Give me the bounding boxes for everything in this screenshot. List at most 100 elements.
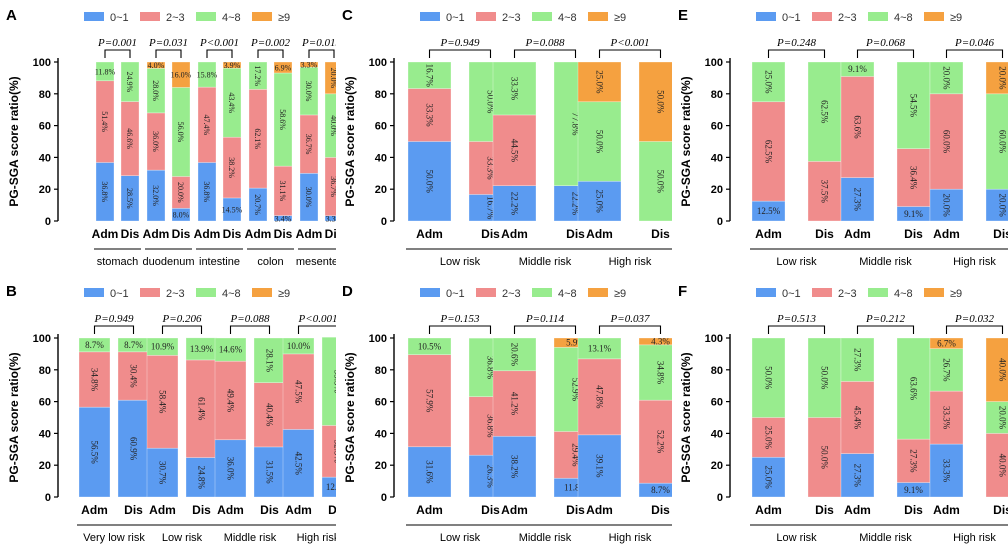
panel-B-bar-3-adm-seg-0 bbox=[282, 429, 315, 498]
panel-C-significance-bracket bbox=[513, 49, 577, 58]
panel-A-data-label: 58.6% bbox=[278, 109, 287, 130]
panel-A-data-label: 20.7% bbox=[253, 194, 262, 215]
panel-F-legend-swatch-1 bbox=[812, 288, 832, 297]
panel-B-data-label: 34.8% bbox=[90, 368, 100, 392]
panel-F-bar-2-adm-seg-2 bbox=[929, 348, 964, 392]
panel-A-data-label: 47.4% bbox=[202, 114, 211, 135]
panel-D-letter: D bbox=[342, 283, 353, 300]
panel-C-bar-2-adm-seg-3 bbox=[577, 61, 622, 103]
panel-F-y-tick-label: 40 bbox=[711, 428, 723, 440]
panel-B-significance-bracket bbox=[229, 325, 271, 334]
panel-F-data-label: 50.0% bbox=[764, 366, 774, 390]
panel-A-bar-label: Dis bbox=[121, 227, 140, 241]
panel-A-bar-3-dis-seg-3 bbox=[273, 61, 293, 74]
panel-D-bar-2-adm-seg-1 bbox=[577, 358, 622, 436]
panel-E-significance-bracket bbox=[856, 49, 915, 58]
panel-E-letter: E bbox=[678, 7, 688, 24]
panel-D-data-label: 36.8% bbox=[486, 356, 496, 380]
panel-E-y-tick-label: 0 bbox=[717, 216, 723, 228]
panel-E-legend-swatch-2 bbox=[868, 12, 888, 21]
panel-F-bar-0-dis-seg-2 bbox=[807, 337, 842, 418]
panel-B-bar-label: Adm bbox=[217, 503, 244, 517]
panel-A-data-label: 36.8% bbox=[202, 181, 211, 202]
panel-F-chart: F 0~1 2~3 4~8 ≥9 PG-SGA score ratio(%) 0 20 40 60… bbox=[678, 283, 1008, 544]
panel-A-bar-1-adm-seg-3 bbox=[146, 61, 166, 69]
panel-F-data-label: 27.3% bbox=[853, 348, 863, 372]
panel-C-bar-label: Dis bbox=[481, 227, 500, 241]
panel-D-legend-swatch-0 bbox=[420, 288, 440, 297]
panel-F-bar-1-adm-seg-2 bbox=[840, 337, 875, 382]
panel-D-data-label: 39.1% bbox=[595, 454, 605, 478]
panel-B-data-label: 10.0% bbox=[287, 341, 311, 351]
panel-C-data-label: 22.2% bbox=[571, 192, 581, 216]
panel-F-legend-swatch-3 bbox=[924, 288, 944, 297]
panel-C-group-name: Middle risk bbox=[519, 256, 572, 268]
panel-E-p-value: P=0.068 bbox=[865, 37, 905, 49]
panel-C-legend-label-2: 4~8 bbox=[558, 12, 577, 24]
panel-C-legend-swatch-2 bbox=[532, 12, 552, 21]
panel-C-bar-0-adm-seg-0 bbox=[407, 141, 452, 222]
panel-A-p-value: P=0.015 bbox=[301, 37, 336, 49]
panel-D-bar-label: Adm bbox=[586, 503, 613, 517]
panel-A-bar-label: Adm bbox=[143, 227, 170, 241]
panel-A-bar-0-adm-seg-2 bbox=[95, 61, 115, 82]
panel-A-data-label: 8.0% bbox=[173, 211, 190, 220]
panel-F-group-name: Middle risk bbox=[859, 532, 912, 544]
panel-E-p-value: P=0.046 bbox=[954, 37, 994, 49]
panel-A-bar-label: Dis bbox=[223, 227, 242, 241]
panel-D-p-value: P=0.037 bbox=[610, 313, 650, 325]
panel-E-bar-1-adm-seg-2 bbox=[840, 61, 875, 77]
panel-D-significance-bracket bbox=[598, 325, 662, 334]
panel-C-data-label: 50.0% bbox=[595, 130, 605, 154]
panel-D-data-label: 10.5% bbox=[418, 341, 442, 351]
panel-A-data-label: 4.0% bbox=[148, 61, 165, 70]
panel-B-y-tick-label: 60 bbox=[39, 397, 51, 409]
panel-A-data-label: 17.2% bbox=[253, 65, 262, 86]
panel-E-data-label: 54.5% bbox=[909, 94, 919, 118]
panel-F-significance-bracket bbox=[945, 325, 1004, 334]
panel-F-bar-label: Dis bbox=[904, 503, 923, 517]
panel-A-data-label: 20.0% bbox=[329, 68, 336, 89]
panel-B-bar-label: Dis bbox=[192, 503, 211, 517]
panel-E-data-label: 60.0% bbox=[998, 130, 1008, 154]
panel-E-bar-2-adm-seg-1 bbox=[929, 93, 964, 190]
panel-A-data-label: 20.0% bbox=[176, 182, 185, 203]
panel-F-group-name: High risk bbox=[953, 532, 996, 544]
panel-D-chart: D 0~1 2~3 4~8 ≥9 PG-SGA score ratio(%) 0 20 40 60… bbox=[342, 283, 672, 544]
panel-B-data-label: 30.4% bbox=[129, 364, 139, 388]
panel-D-group-name: Middle risk bbox=[519, 532, 572, 544]
panel-C-legend-label-1: 2~3 bbox=[502, 12, 521, 24]
panel-A-data-label: 15.8% bbox=[197, 71, 218, 80]
panel-D-legend-swatch-2 bbox=[532, 288, 552, 297]
panel-C-data-label: 50.0% bbox=[486, 90, 496, 114]
panel-D-data-label: 8.7% bbox=[651, 485, 670, 495]
panel-D-bar-label: Dis bbox=[481, 503, 500, 517]
panel-B-y-tick-label: 100 bbox=[33, 333, 51, 345]
panel-C-data-label: 25.0% bbox=[595, 70, 605, 94]
panel-F-bar-1-adm-seg-1 bbox=[840, 381, 875, 454]
panel-A-p-value: P<0.001 bbox=[199, 37, 239, 49]
panel-E-y-tick-label: 100 bbox=[705, 57, 723, 69]
panel-B-legend-swatch-1 bbox=[140, 288, 160, 297]
panel-D-group-name: Low risk bbox=[440, 532, 481, 544]
panel-B-p-value: P=0.088 bbox=[230, 313, 270, 325]
panel-B-significance-bracket bbox=[93, 325, 135, 334]
panel-B-group-name: Middle risk bbox=[224, 532, 277, 544]
panel-F-data-label: 26.7% bbox=[942, 358, 952, 382]
panel-A-chart: A 0~1 2~3 4~8 ≥9 PG-SGA score ratio(%) 0 20 40 60… bbox=[6, 7, 336, 268]
panel-C-group-name: Low risk bbox=[440, 256, 481, 268]
panel-D-bar-label: Dis bbox=[651, 503, 670, 517]
panel-C-data-label: 22.2% bbox=[510, 192, 520, 216]
panel-B-bar-0-dis-seg-1 bbox=[117, 351, 150, 401]
panel-A-bar-4-adm-seg-3 bbox=[299, 61, 319, 68]
panel-B-legend-swatch-0 bbox=[84, 288, 104, 297]
panel-B-legend-label-3: ≥9 bbox=[278, 288, 290, 300]
panel-A-y-tick-label: 40 bbox=[39, 152, 51, 164]
panel-A-bar-3-adm-seg-2 bbox=[248, 61, 268, 90]
panel-B-data-label: 49.4% bbox=[226, 389, 236, 413]
panel-E-data-label: 12.5% bbox=[757, 206, 781, 216]
panel-C-y-tick-label: 40 bbox=[375, 152, 387, 164]
panel-A-data-label: 62.1% bbox=[253, 128, 262, 149]
panel-F-y-tick-label: 100 bbox=[705, 333, 723, 345]
panel-E-data-label: 36.4% bbox=[909, 166, 919, 190]
